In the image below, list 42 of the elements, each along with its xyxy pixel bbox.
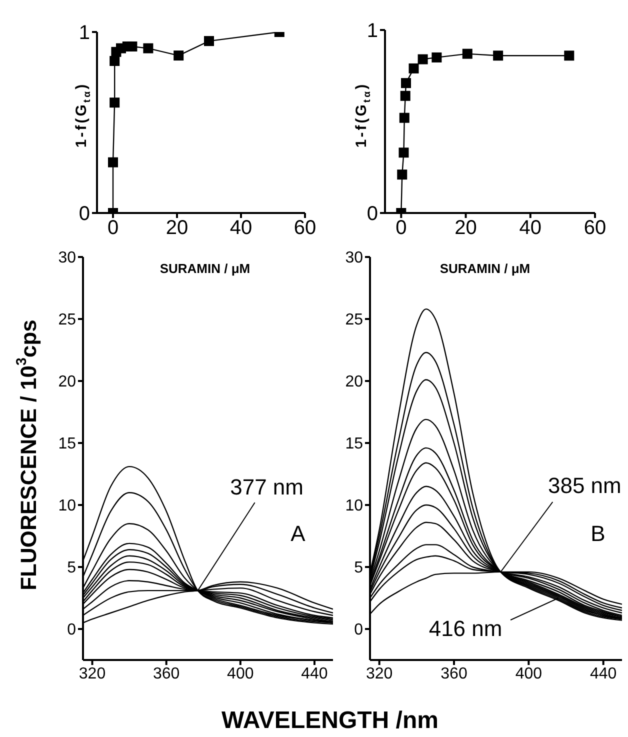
annotation: B xyxy=(590,520,606,546)
annotation: 377 nm xyxy=(230,474,304,500)
x-tick-label: 400 xyxy=(515,665,542,682)
y-tick-label: 0 xyxy=(78,203,90,226)
y-tick-label: 10 xyxy=(345,498,364,515)
y-tick-label: 30 xyxy=(58,250,76,267)
annotation: A xyxy=(290,520,306,546)
y-tick-label: 25 xyxy=(345,312,364,329)
y-tick-label: 0 xyxy=(354,622,364,639)
y-tick-label: 20 xyxy=(58,374,76,391)
x-tick-label: 20 xyxy=(166,217,188,240)
annotation: 416 nm xyxy=(428,616,502,641)
y-tick-label: 0 xyxy=(366,203,378,226)
y-tick-label: 25 xyxy=(58,312,76,329)
x-tick-label: 440 xyxy=(301,665,328,682)
y-tick-label: 5 xyxy=(67,560,76,577)
x-tick-label: 40 xyxy=(519,217,542,240)
y-tick-label: 10 xyxy=(58,498,76,515)
y-tick-label: 1 xyxy=(78,22,90,44)
x-tick-label: 0 xyxy=(107,217,119,240)
x-axis-title: SURAMIN / μM xyxy=(160,261,250,276)
y-tick-label: 5 xyxy=(354,560,364,577)
y-tick-label: 15 xyxy=(345,436,364,453)
x-tick-label: 60 xyxy=(294,217,316,240)
x-axis-title: WAVELENGTH /nm xyxy=(222,707,438,734)
x-tick-label: 320 xyxy=(78,665,106,682)
x-axis-title: SURAMIN / μM xyxy=(440,261,530,276)
x-tick-label: 40 xyxy=(230,217,252,240)
y-tick-label: 30 xyxy=(345,250,364,267)
y-tick-label: 15 xyxy=(58,436,76,453)
x-tick-label: 60 xyxy=(584,217,606,240)
x-tick-label: 320 xyxy=(366,665,393,682)
y-tick-label: 20 xyxy=(345,374,364,391)
annotation: 385 nm xyxy=(548,472,622,498)
x-tick-label: 20 xyxy=(454,217,477,240)
y-tick-label: 0 xyxy=(67,622,76,639)
x-tick-label: 360 xyxy=(152,665,180,682)
x-tick-label: 400 xyxy=(227,665,254,682)
x-tick-label: 360 xyxy=(440,665,468,682)
y-tick-label: 1 xyxy=(366,20,378,42)
x-tick-label: 0 xyxy=(396,217,407,240)
x-tick-label: 440 xyxy=(590,665,617,682)
